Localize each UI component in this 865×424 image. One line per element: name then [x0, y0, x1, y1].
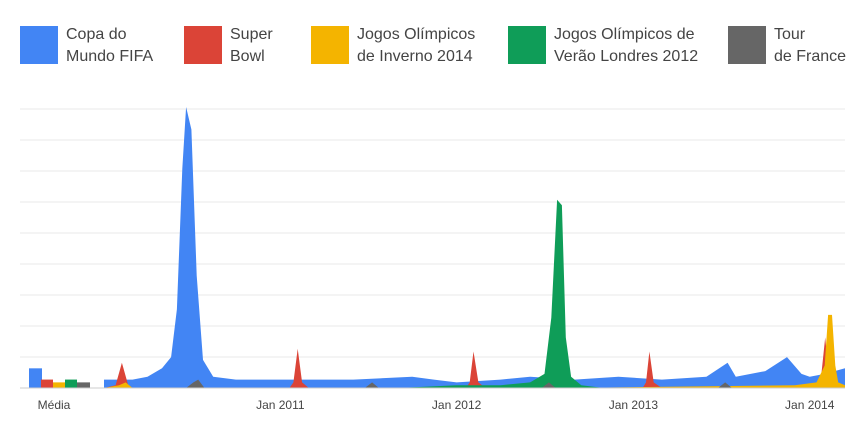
series-areas — [104, 107, 845, 388]
tick-label: Jan 2011 — [256, 398, 305, 412]
average-bars — [29, 368, 90, 388]
legend-label: Copa do Mundo FIFA — [66, 26, 154, 65]
series-area — [104, 107, 845, 388]
legend-swatch — [20, 26, 58, 64]
average-bar — [29, 368, 42, 388]
x-axis-ticks: Média Jan 2011 Jan 2012 Jan 2013 Jan 2014 — [38, 398, 835, 412]
legend-swatch — [184, 26, 222, 64]
average-bar — [53, 382, 65, 388]
series-area — [104, 337, 845, 388]
average-bar — [77, 382, 90, 388]
legend-swatch — [508, 26, 546, 64]
legend-label: Jogos Olímpicos de Inverno 2014 — [357, 26, 476, 65]
tick-label: Jan 2014 — [785, 398, 835, 412]
average-bar — [41, 379, 53, 388]
grid-lines — [20, 108, 845, 358]
tick-label: Média — [38, 398, 71, 412]
tick-label: Jan 2012 — [432, 398, 482, 412]
average-bar — [65, 379, 77, 388]
legend-swatch — [728, 26, 766, 64]
legend-swatch — [311, 26, 349, 64]
legend-label: Jogos Olímpicos de Verão Londres 2012 — [554, 26, 699, 65]
chart-legend: Copa do Mundo FIFA Super Bowl Jogos Olím… — [0, 0, 865, 80]
tick-label: Jan 2013 — [609, 398, 659, 412]
legend-label: Tour de France — [774, 26, 847, 65]
legend-label: Super Bowl — [230, 26, 273, 65]
